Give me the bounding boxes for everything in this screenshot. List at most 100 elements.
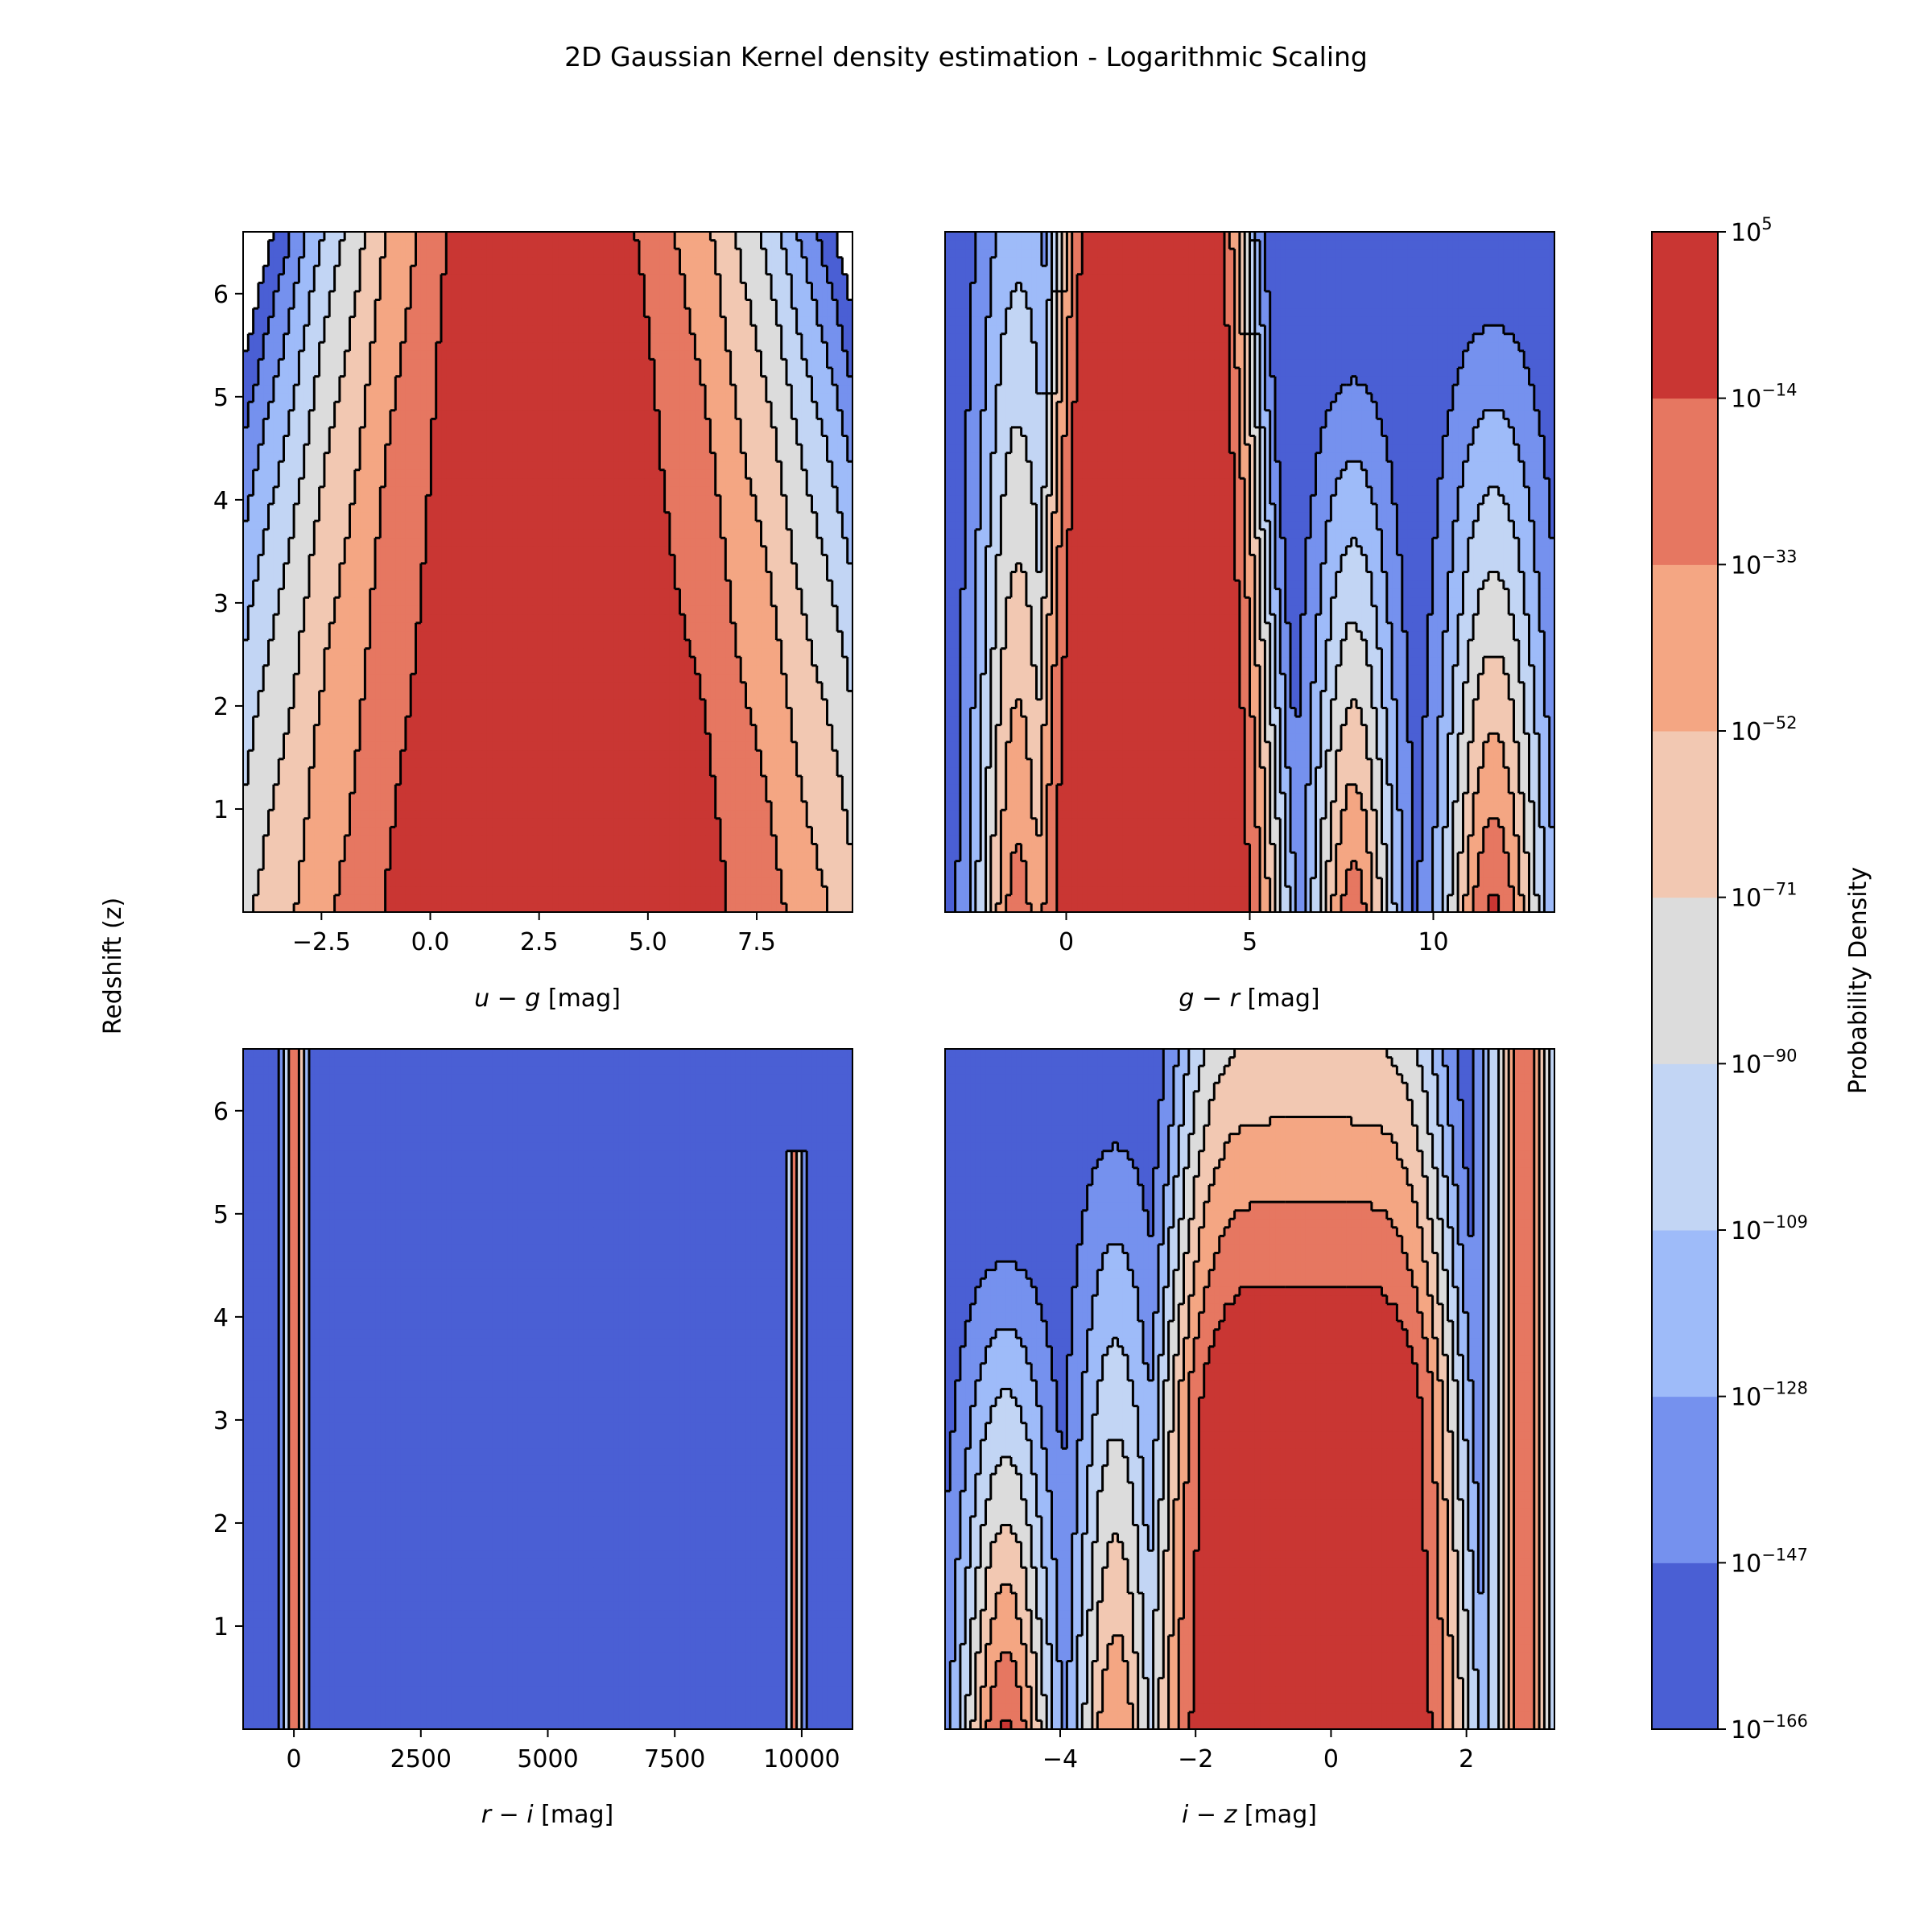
contour-cell [369,393,376,402]
contour-cell [552,478,559,488]
contour-cell [375,538,381,547]
contour-cell [268,486,275,497]
contour-cell [319,486,325,497]
contour-cell [360,419,365,428]
contour-cell [771,461,777,471]
contour-cell [288,376,295,386]
contour-cell [745,393,752,402]
contour-cell [456,538,462,547]
contour-cell [477,393,483,402]
contour-cell [486,291,493,301]
contour-cell [715,572,721,581]
contour-cell [507,325,513,335]
contour-cell [339,444,345,454]
contour-cell [816,249,823,258]
contour-cell [796,368,803,378]
contour-cell [715,333,721,343]
contour-cell [329,469,336,479]
contour-cell [349,308,356,318]
contour-cell [583,368,589,378]
contour-cell [786,469,792,479]
contour-cell [654,385,660,394]
contour-cell [309,359,315,369]
contour-cell [369,359,376,369]
contour-cell [299,504,305,514]
contour-cell [700,333,706,343]
contour-cell [715,402,721,411]
contour-cell [654,402,660,411]
contour-cell [309,333,315,343]
contour-cell [319,393,325,402]
contour-cell [827,444,833,454]
contour-cell [283,436,290,445]
contour-cell [431,419,437,428]
contour-cell [695,452,701,462]
contour-cell [360,274,365,283]
contour-cell [807,486,813,497]
contour-cell [654,325,660,335]
contour-cell [466,529,473,539]
contour-cell [847,495,852,505]
contour-cell [710,410,716,419]
contour-cell [690,368,696,378]
contour-cell [609,486,615,497]
contour-cell [446,299,452,309]
contour-cell [263,461,270,471]
contour-cell [725,469,732,479]
contour-cell [339,266,345,275]
contour-cell [329,385,336,394]
contour-cell [613,580,620,590]
contour-cell [248,444,254,454]
contour-cell [512,469,518,479]
contour-cell [842,580,848,590]
contour-cell [807,419,813,428]
contour-cell [842,385,848,394]
contour-cell [497,572,503,581]
contour-cell [339,359,345,369]
contour-cell [690,521,696,530]
contour-cell [822,529,828,539]
contour-cell [415,342,422,352]
contour-cell [649,291,655,301]
contour-cell [385,419,391,428]
contour-cell [741,385,747,394]
contour-cell [400,555,407,564]
contour-cell [675,529,681,539]
contour-cell [725,376,732,386]
contour-cell [547,308,554,318]
contour-cell [558,461,564,471]
contour-cell [735,478,741,488]
contour-cell [593,393,600,402]
contour-cell [497,546,503,555]
contour-cell [319,512,325,522]
contour-cell [466,452,473,462]
contour-cell [537,308,543,318]
contour-cell [741,342,747,352]
contour-cell [268,521,275,530]
contour-cell [832,580,838,590]
contour-cell [700,368,706,378]
contour-cell [822,469,828,479]
contour-cell [329,512,336,522]
contour-cell [400,529,407,539]
contour-cell [588,308,594,318]
contour-cell [339,427,345,437]
contour-cell [248,393,254,402]
contour-cell [776,469,782,479]
contour-cell [431,333,437,343]
contour-cell [558,521,564,530]
contour-cell [375,359,381,369]
contour-cell [786,563,792,573]
contour-cell [502,427,508,437]
contour-cell [781,495,787,505]
contour-cell [390,427,396,437]
contour-cell [801,461,807,471]
contour-cell [847,393,852,402]
contour-cell [532,368,539,378]
contour-cell [675,368,681,378]
contour-cell [243,436,249,445]
contour-cell [741,308,747,318]
contour-cell [725,563,732,573]
contour-cell [477,521,483,530]
